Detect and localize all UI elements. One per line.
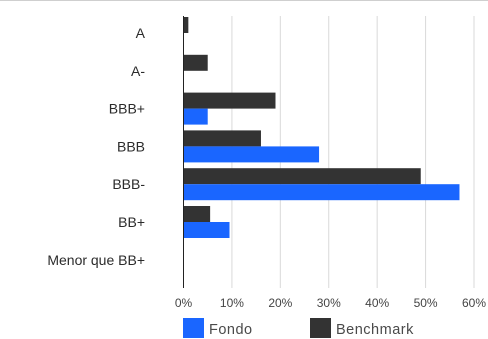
- x-tick-label-60: 60%: [462, 296, 486, 310]
- x-tick-label-0: 0%: [175, 296, 193, 310]
- bar-benchmark-bbb-plus: [183, 92, 276, 109]
- category-labels: A A- BBB+ BBB BBB- BB+ Menor que BB+: [47, 25, 145, 268]
- bar-fondo-bb-plus: [183, 222, 230, 238]
- bar-fondo-bbb: [183, 146, 320, 163]
- legend-swatch-benchmark: [310, 318, 331, 338]
- bar-benchmark-a: [183, 17, 189, 33]
- bar-benchmark-bb-plus: [183, 206, 211, 222]
- bar-benchmark-bbb-minus: [183, 168, 421, 185]
- x-tick-label-40: 40%: [365, 296, 389, 310]
- x-tick-label-50: 50%: [414, 296, 438, 310]
- legend-swatch-fondo: [183, 318, 204, 338]
- x-tick-label-30: 30%: [317, 296, 341, 310]
- bar-benchmark-bbb: [183, 130, 261, 147]
- category-label-a-minus: A-: [131, 63, 145, 79]
- category-label-menor-que-bb-plus: Menor que BB+: [47, 252, 145, 268]
- category-label-bb-plus: BB+: [118, 214, 145, 230]
- x-tick-labels: 0% 10% 20% 30% 40% 50% 60%: [175, 296, 487, 310]
- legend-label-fondo: Fondo: [209, 322, 253, 338]
- category-label-bbb: BBB: [117, 138, 145, 154]
- legend-label-benchmark: Benchmark: [336, 322, 414, 338]
- x-tick-label-10: 10%: [220, 296, 244, 310]
- x-tick-label-20: 20%: [268, 296, 292, 310]
- category-label-bbb-plus: BBB+: [109, 101, 145, 117]
- category-label-bbb-minus: BBB-: [112, 176, 145, 192]
- legend: Fondo Benchmark: [183, 318, 414, 338]
- bar-fondo-bbb-plus: [183, 108, 208, 125]
- bar-fondo-bbb-minus: [183, 184, 460, 201]
- category-label-a: A: [136, 25, 146, 41]
- bars: [183, 17, 460, 238]
- bar-benchmark-a-minus: [183, 54, 208, 71]
